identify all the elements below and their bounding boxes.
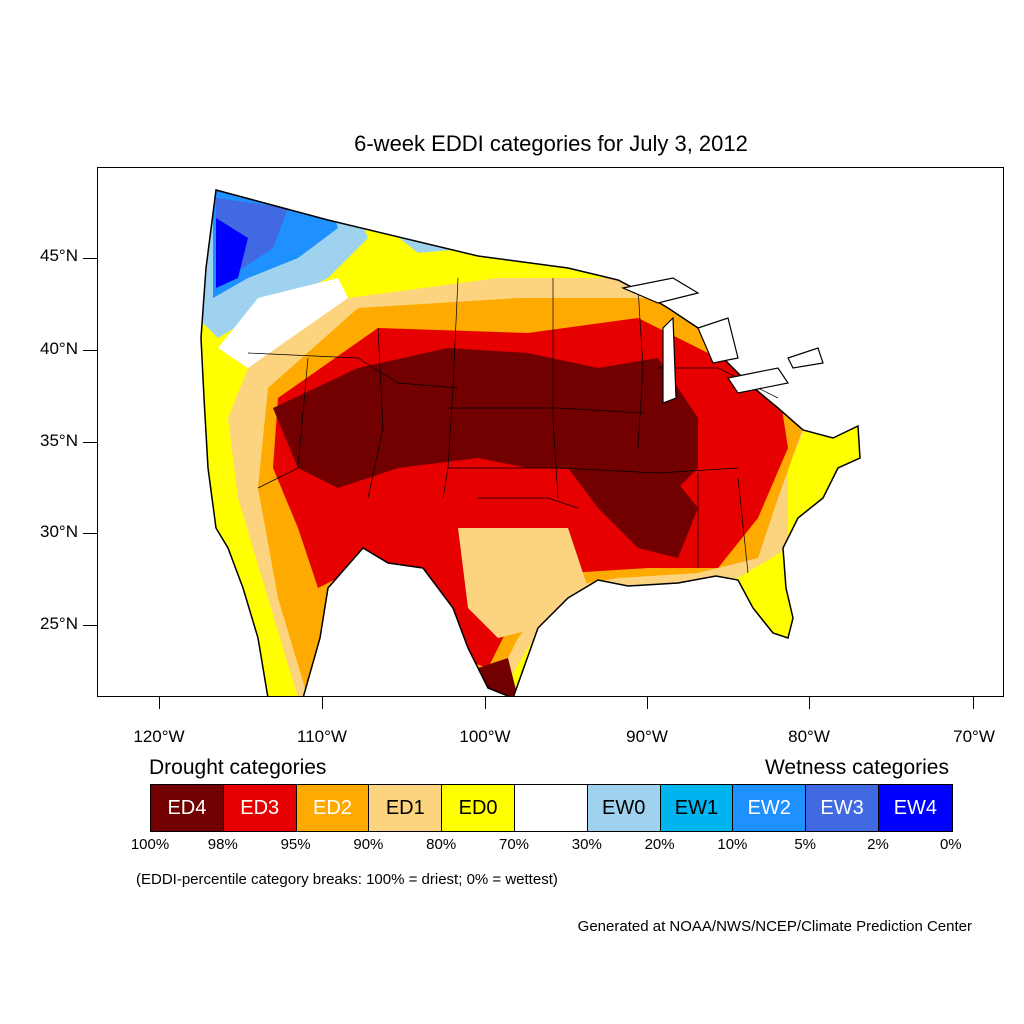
lat-tick-mark bbox=[83, 350, 97, 351]
legend-swatch-ed2: ED2 bbox=[296, 785, 370, 831]
wetness-heading: Wetness categories bbox=[764, 756, 949, 779]
map-title: 6-week EDDI categories for July 3, 2012 bbox=[354, 131, 748, 156]
legend-swatch-ed3: ED3 bbox=[223, 785, 297, 831]
lat-tick-mark bbox=[83, 442, 97, 443]
legend-swatch-ew2: EW2 bbox=[733, 785, 807, 831]
lat-tick-mark bbox=[83, 258, 97, 259]
lon-tick-mark bbox=[809, 697, 810, 709]
lat-tick-30: 30°N bbox=[40, 522, 78, 541]
percentile-label: 20% bbox=[644, 836, 675, 853]
legend-swatch-ew0: EW0 bbox=[587, 785, 661, 831]
percentile-label: 0% bbox=[939, 836, 962, 853]
percentile-label: 30% bbox=[571, 836, 602, 853]
lon-tick-90w: 90°W bbox=[626, 727, 668, 746]
legend-swatch-ed4: ED4 bbox=[151, 785, 224, 831]
lon-tick-110w: 110°W bbox=[297, 727, 347, 746]
ew4-region bbox=[216, 218, 248, 288]
lon-tick-mark bbox=[159, 697, 160, 709]
percentile-label: 5% bbox=[794, 836, 817, 853]
ew1-region-ne bbox=[843, 258, 860, 318]
lon-tick-mark bbox=[973, 697, 974, 709]
credit-line: Generated at NOAA/NWS/NCEP/Climate Predi… bbox=[577, 918, 972, 935]
legend-swatch-ed1: ED1 bbox=[369, 785, 443, 831]
eddi-map bbox=[97, 167, 1004, 697]
percentile-label: 95% bbox=[280, 836, 311, 853]
neutral-region-ne bbox=[808, 228, 860, 368]
lat-tick-mark bbox=[83, 625, 97, 626]
legend-swatch-neutral bbox=[514, 785, 588, 831]
lon-tick-mark bbox=[647, 697, 648, 709]
lon-tick-mark bbox=[485, 697, 486, 709]
lon-tick-mark bbox=[322, 697, 323, 709]
lon-tick-70w: 70°W bbox=[953, 727, 995, 746]
lon-tick-80w: 80°W bbox=[788, 727, 830, 746]
percentile-label: 70% bbox=[498, 836, 530, 853]
percentile-label: 2% bbox=[867, 836, 889, 853]
category-note: (EDDI-percentile category breaks: 100% =… bbox=[136, 871, 558, 888]
lat-tick-45: 45°N bbox=[40, 246, 78, 265]
percentile-label: 100% bbox=[130, 836, 170, 853]
legend-swatch-ew3: EW3 bbox=[806, 785, 879, 831]
percentile-label: 90% bbox=[353, 836, 384, 853]
lat-tick-40: 40°N bbox=[40, 339, 78, 358]
legend-swatch-ew1: EW1 bbox=[660, 785, 734, 831]
category-legend: ED4 ED3 ED2 ED1 ED0 EW0 EW1 EW2 EW3 EW4 bbox=[150, 784, 953, 832]
legend-swatch-ew4: EW4 bbox=[878, 785, 952, 831]
percentile-label: 98% bbox=[207, 836, 238, 853]
percentile-label: 10% bbox=[717, 836, 748, 853]
drought-heading: Drought categories bbox=[149, 756, 327, 779]
eddi-map-canvas bbox=[200, 189, 861, 696]
state-borders bbox=[247, 277, 779, 574]
lat-tick-25: 25°N bbox=[40, 614, 78, 633]
legend-swatch-ed0: ED0 bbox=[442, 785, 515, 831]
ed4-region-south bbox=[568, 458, 698, 558]
lon-tick-120w: 120°W bbox=[133, 727, 185, 746]
lon-tick-100w: 100°W bbox=[459, 727, 511, 746]
great-lakes bbox=[620, 277, 824, 404]
coastline bbox=[200, 189, 861, 696]
percentile-label: 80% bbox=[426, 836, 457, 853]
lat-tick-mark bbox=[83, 533, 97, 534]
lat-tick-35: 35°N bbox=[40, 431, 78, 450]
